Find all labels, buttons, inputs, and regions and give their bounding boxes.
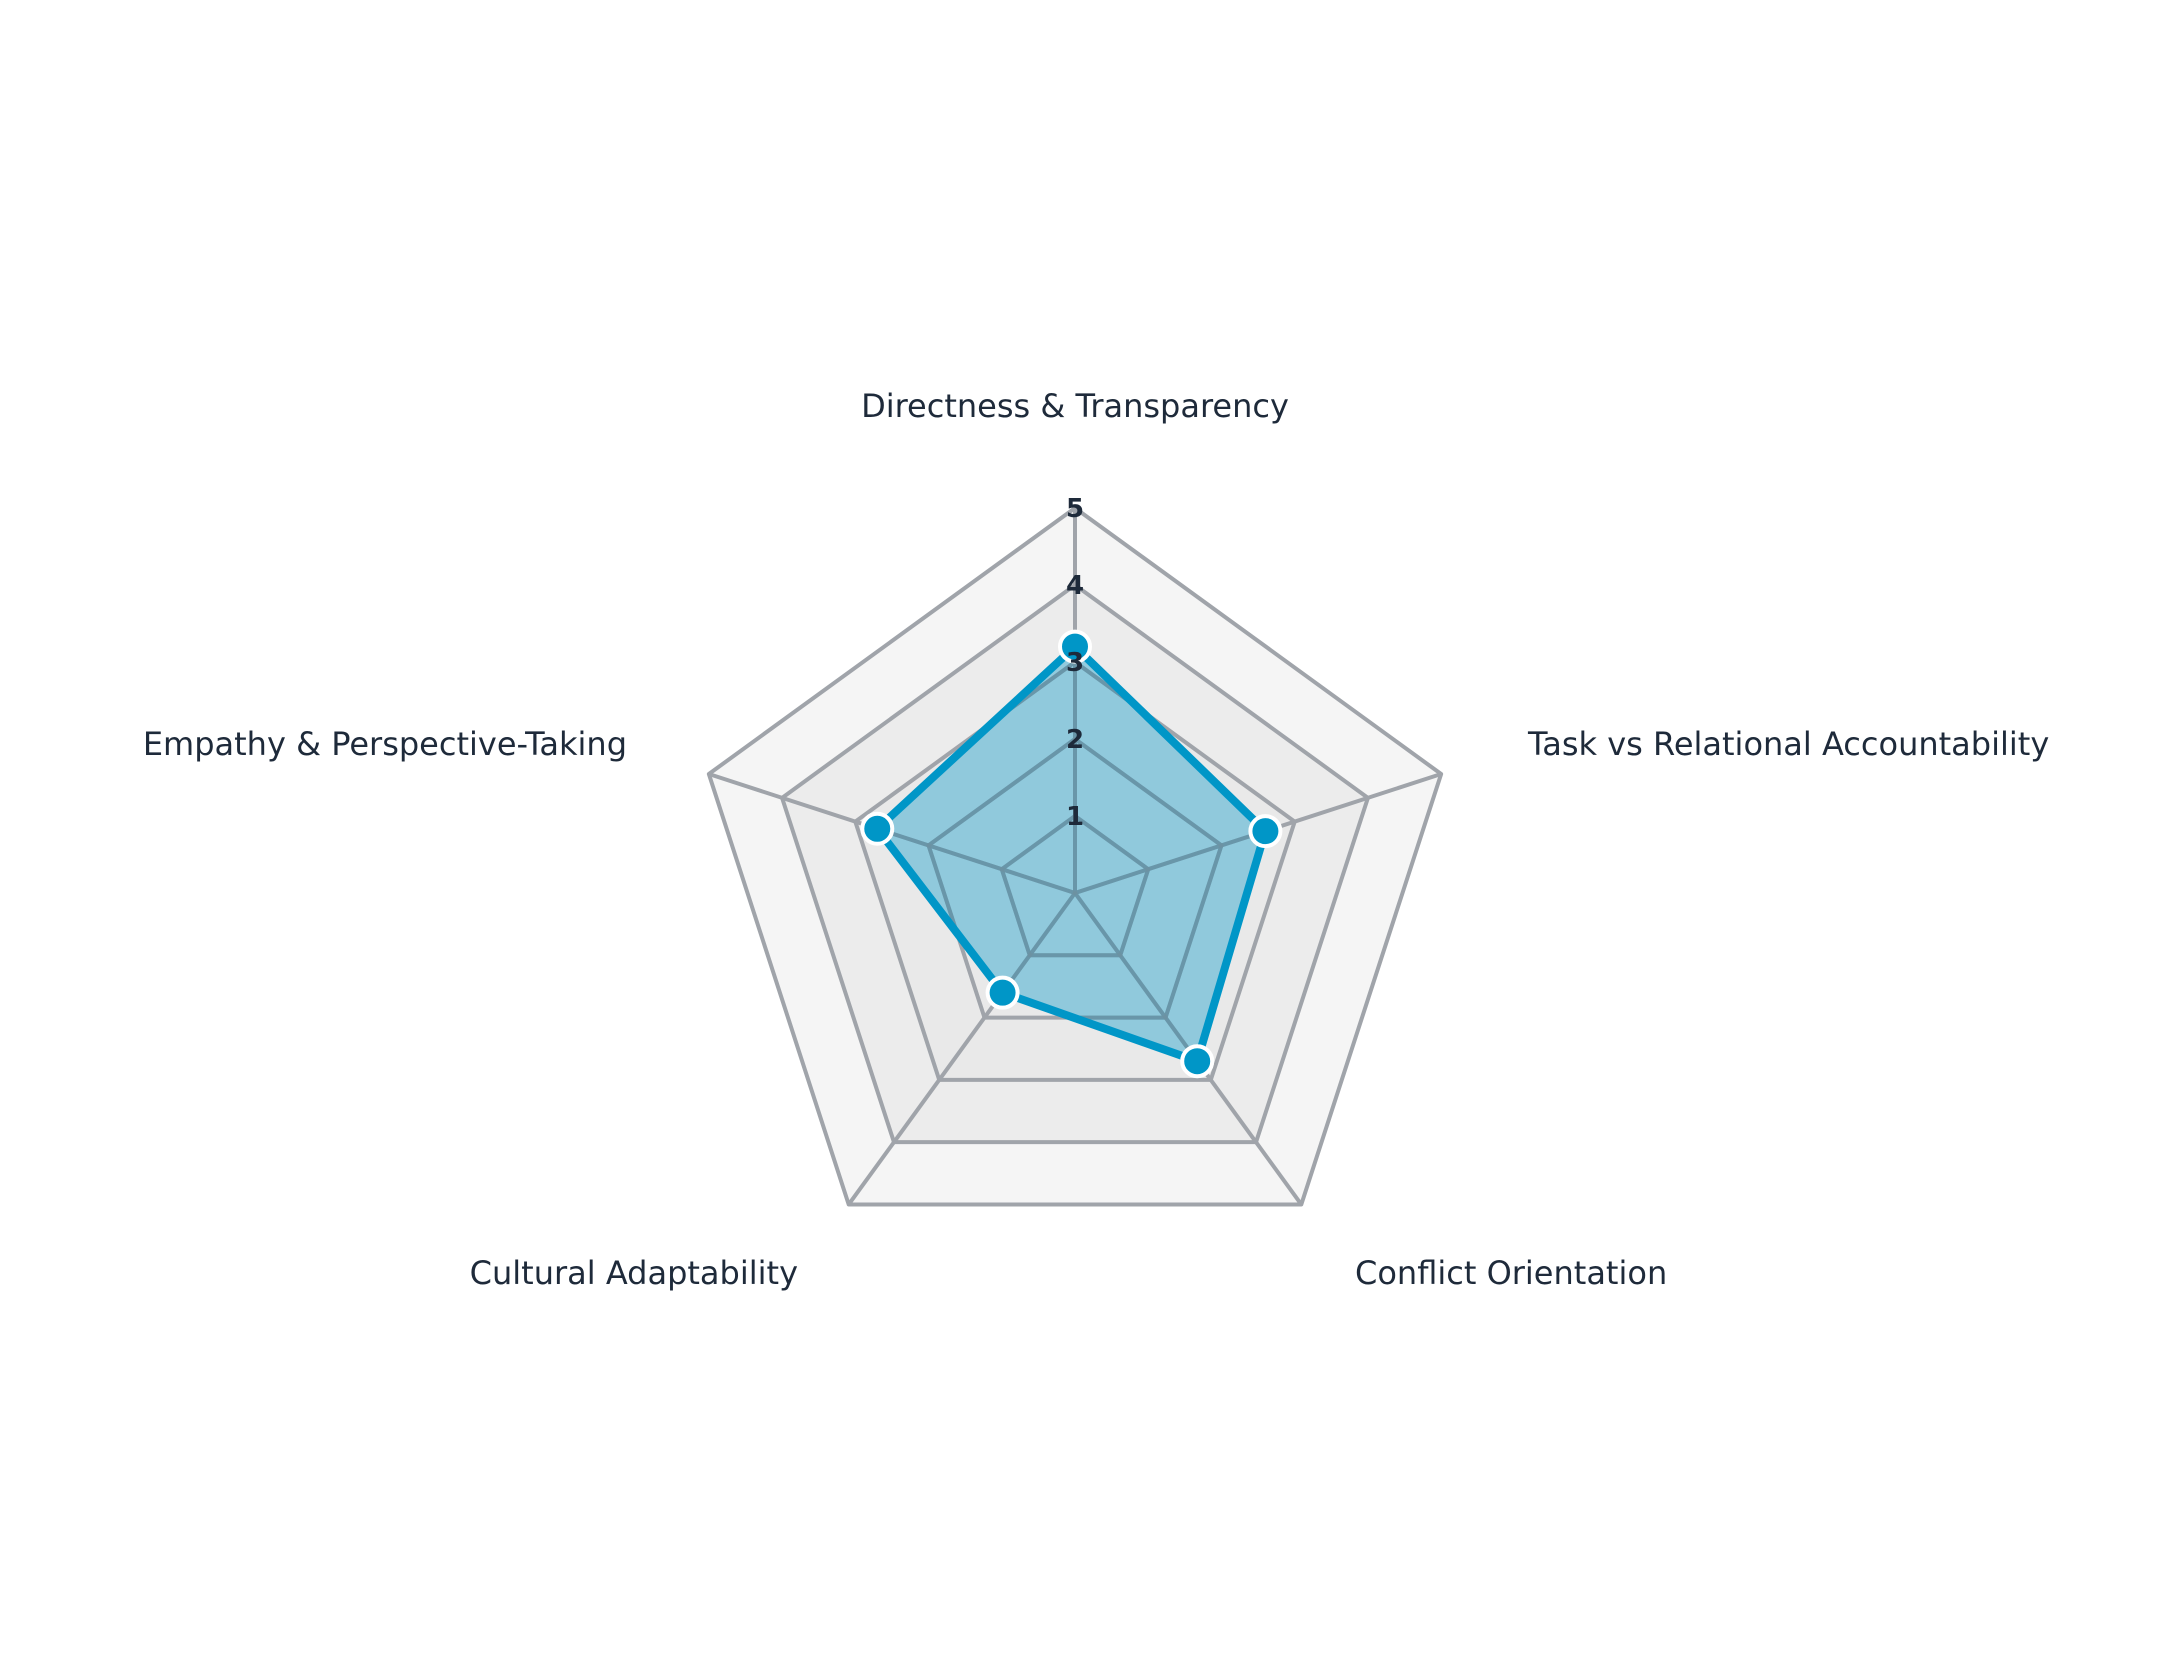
- axis-labels: Directness & Transparency Task vs Relatio…: [143, 387, 2049, 1292]
- axis-label-4: Empathy & Perspective-Taking: [143, 725, 627, 763]
- series-line-0: [873, 642, 1270, 1066]
- axis-label-2: Conflict Orientation: [1355, 1254, 1667, 1292]
- grid-ring-overlay-1: [999, 814, 1151, 958]
- axis-label-3: Cultural Adaptability: [470, 1254, 798, 1292]
- data-point-0[interactable]: [1058, 629, 1092, 664]
- data-point-4[interactable]: [860, 811, 895, 846]
- tick-label-3: 3: [1066, 648, 1084, 678]
- tick-label-5: 5: [1066, 494, 1084, 524]
- series-area-0: [877, 646, 1266, 1062]
- data-point-1[interactable]: [1248, 814, 1283, 849]
- grid-ring-4: [780, 583, 1370, 1145]
- grid-ring-5: [706, 506, 1444, 1207]
- data-point-3[interactable]: [985, 975, 1020, 1010]
- data-point-2[interactable]: [1180, 1044, 1215, 1079]
- grid-ring-3: [853, 660, 1297, 1082]
- tick-label-2: 2: [1066, 725, 1084, 755]
- axis-label-0: Directness & Transparency: [861, 387, 1289, 425]
- tick-labels: 1 2 3 4 5: [1066, 494, 1084, 832]
- axis-label-1: Task vs Relational Accountability: [1527, 725, 2049, 763]
- tick-label-4: 4: [1066, 571, 1084, 601]
- tick-label-1: 1: [1066, 802, 1084, 832]
